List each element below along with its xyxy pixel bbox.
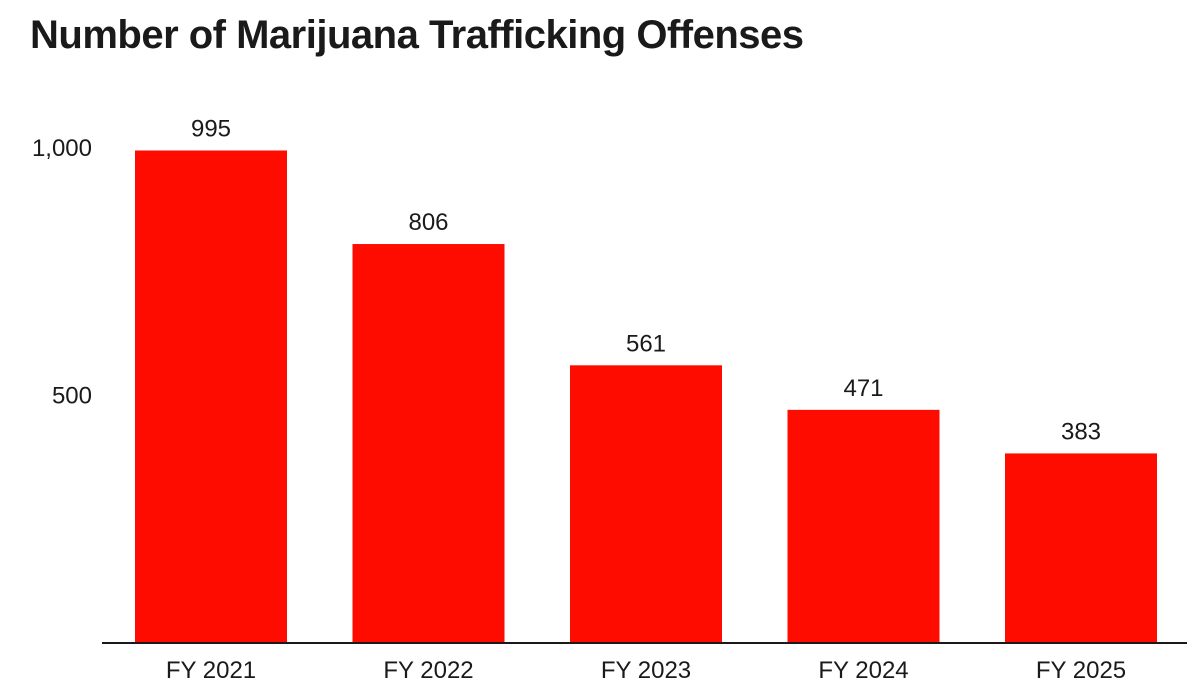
y-tick-label: 1,000: [32, 135, 92, 162]
data-label: 383: [1061, 418, 1101, 445]
x-category-label: FY 2021: [166, 657, 256, 684]
bar: [352, 244, 505, 643]
data-label: 806: [408, 209, 448, 236]
x-category-label: FY 2022: [383, 657, 473, 684]
x-axis-categories: FY 2021 FY 2022 FY 2023 FY 2024 FY 2025: [166, 657, 1126, 684]
data-labels: 995 806 561 471 383: [191, 115, 1101, 445]
bar: [135, 150, 287, 643]
bar: [787, 409, 940, 643]
data-label: 471: [843, 375, 883, 402]
bar: [1005, 453, 1157, 643]
x-category-label: FY 2023: [601, 657, 691, 684]
x-category-label: FY 2025: [1036, 657, 1126, 684]
data-label: 561: [626, 330, 666, 357]
x-category-label: FY 2024: [818, 657, 908, 684]
data-label: 995: [191, 115, 231, 142]
bars: [135, 150, 1157, 643]
y-tick-label: 500: [52, 383, 92, 410]
bar: [570, 365, 722, 643]
y-axis-ticks: 500 1,000: [32, 135, 92, 410]
chart-title: Number of Marijuana Trafficking Offenses: [30, 13, 804, 57]
